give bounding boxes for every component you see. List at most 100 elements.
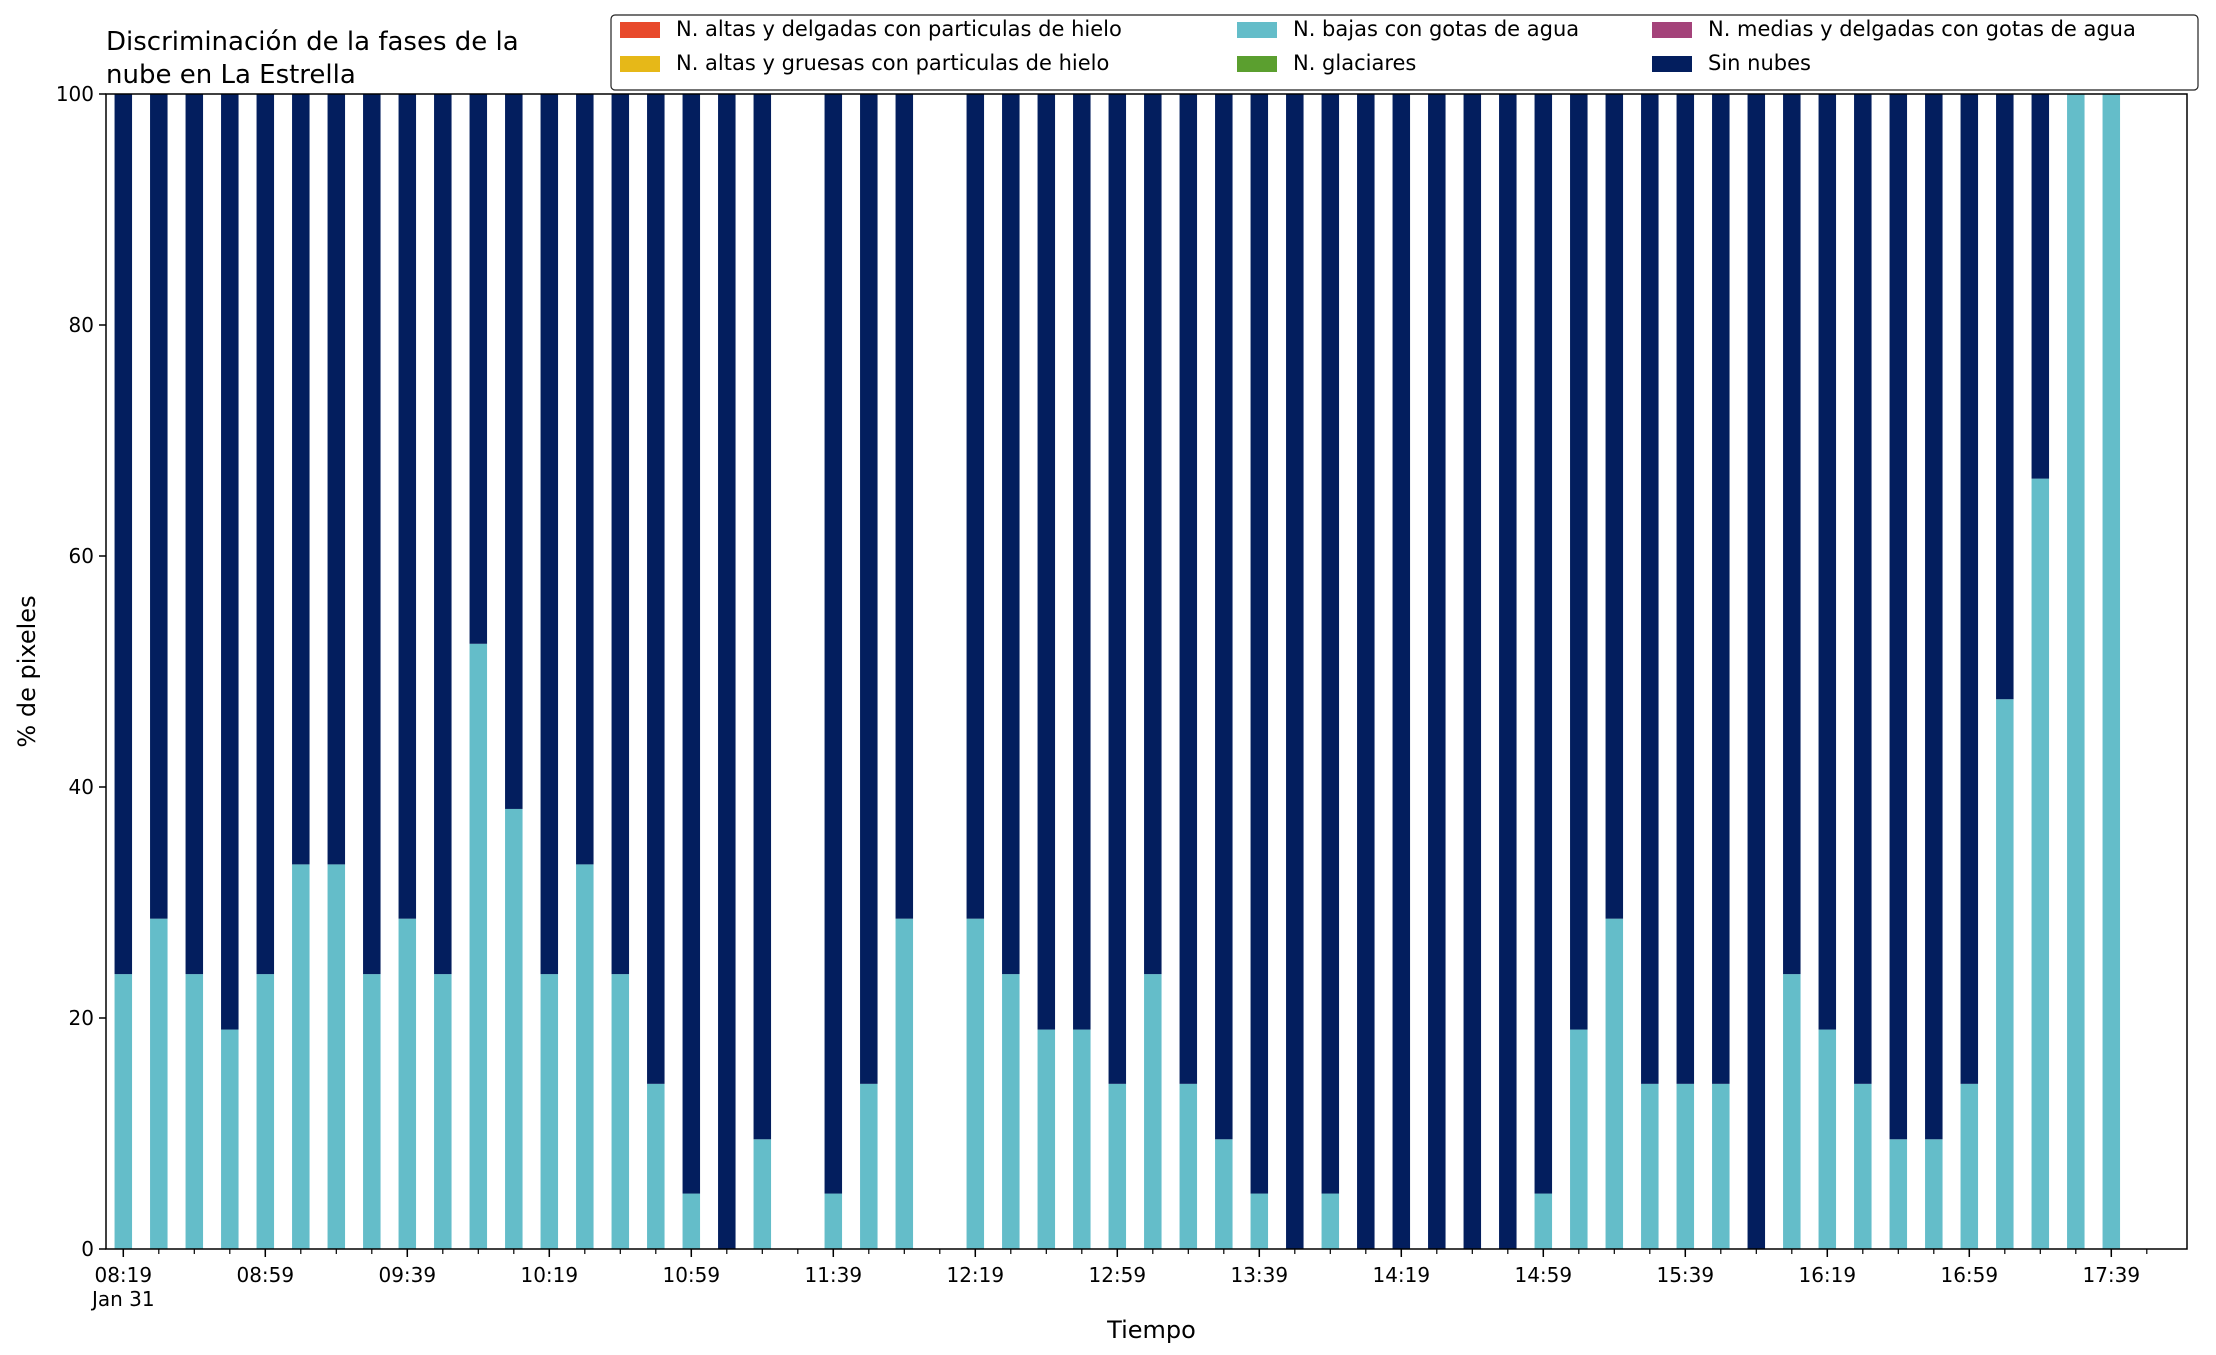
- bar-segment-28-series-5: [1108, 94, 1127, 1084]
- bar-segment-40-series-5: [1534, 94, 1553, 1194]
- x-tick-label-0: 08:19: [94, 1263, 152, 1287]
- bar-segment-5-series-5: [292, 94, 310, 865]
- legend-swatch-2: [1237, 22, 1277, 38]
- bar-segment-28-series-2: [1108, 1083, 1127, 1249]
- bar-segment-6-series-2: [327, 864, 346, 1249]
- bar-segment-43-series-2: [1641, 1083, 1659, 1249]
- bar-segment-24-series-2: [966, 918, 985, 1249]
- bars-layer: [114, 94, 2121, 1249]
- bar-segment-30-series-2: [1179, 1083, 1198, 1249]
- bar-segment-9-series-5: [434, 94, 452, 975]
- bar-segment-13-series-5: [576, 94, 594, 865]
- bar-segment-10-series-2: [469, 643, 488, 1249]
- bar-segment-24-series-5: [966, 94, 985, 919]
- bar-segment-17-series-5: [718, 94, 736, 1249]
- bar-segment-5-series-2: [292, 864, 310, 1249]
- bar-segment-22-series-5: [895, 94, 914, 919]
- bar-segment-48-series-5: [1818, 94, 1837, 1030]
- bar-segment-41-series-5: [1570, 94, 1588, 1030]
- legend-swatch-3: [1237, 56, 1277, 72]
- bar-segment-26-series-2: [1037, 1029, 1056, 1249]
- bar-segment-51-series-2: [1925, 1139, 1943, 1249]
- bar-segment-29-series-5: [1144, 94, 1162, 975]
- x-tick-label-48: 16:19: [1798, 1263, 1856, 1287]
- legend: N. altas y delgadas con particulas de hi…: [610, 14, 2199, 91]
- x-tick-label-52: 16:59: [1940, 1263, 1998, 1287]
- bar-segment-11-series-5: [505, 94, 523, 809]
- bar-segment-1-series-2: [150, 918, 168, 1249]
- legend-label-3: N. glaciares: [1293, 51, 1416, 75]
- legend-box: [610, 14, 2199, 91]
- bar-segment-18-series-5: [753, 94, 772, 1140]
- bar-segment-6-series-5: [327, 94, 346, 865]
- bar-segment-52-series-5: [1960, 94, 1979, 1084]
- legend-label-5: Sin nubes: [1708, 51, 1811, 75]
- bar-segment-26-series-5: [1037, 94, 1056, 1030]
- bar-segment-31-series-2: [1215, 1139, 1233, 1249]
- bar-segment-41-series-2: [1570, 1029, 1588, 1249]
- bar-segment-30-series-5: [1179, 94, 1198, 1084]
- x-tick-label-32: 13:39: [1230, 1263, 1288, 1287]
- legend-swatch-1: [620, 56, 660, 72]
- bar-segment-40-series-2: [1534, 1193, 1553, 1249]
- bar-segment-2-series-2: [185, 974, 204, 1249]
- bar-segment-0-series-5: [114, 94, 133, 975]
- bar-segment-4-series-5: [256, 94, 275, 975]
- bar-segment-37-series-5: [1428, 94, 1446, 1249]
- bar-segment-3-series-2: [221, 1029, 239, 1249]
- y-tick-label-0: 0: [81, 1237, 94, 1261]
- bar-segment-47-series-5: [1783, 94, 1801, 975]
- bar-segment-33-series-5: [1286, 94, 1304, 1249]
- bar-segment-49-series-5: [1854, 94, 1872, 1084]
- x-tick-label-20: 11:39: [804, 1263, 862, 1287]
- bar-segment-42-series-5: [1605, 94, 1624, 919]
- x-tick-label-12: 10:19: [520, 1263, 578, 1287]
- x-tick-label-44: 15:39: [1656, 1263, 1714, 1287]
- chart-title-line-2: nube en La Estrella: [106, 60, 356, 90]
- bar-segment-20-series-5: [824, 94, 843, 1194]
- bar-segment-9-series-2: [434, 974, 452, 1249]
- bar-segment-22-series-2: [895, 918, 914, 1249]
- x-tick-label-24: 12:19: [946, 1263, 1004, 1287]
- bar-segment-49-series-2: [1854, 1083, 1872, 1249]
- legend-swatch-0: [620, 22, 660, 38]
- bar-segment-50-series-2: [1889, 1139, 1908, 1249]
- bar-segment-16-series-2: [682, 1193, 701, 1249]
- bar-segment-20-series-2: [824, 1193, 843, 1249]
- bar-segment-53-series-5: [1996, 94, 2014, 700]
- x-tick-label-56: 17:39: [2082, 1263, 2140, 1287]
- bar-segment-16-series-5: [682, 94, 701, 1194]
- bar-segment-27-series-5: [1073, 94, 1091, 1030]
- x-tick-label-4: 08:59: [236, 1263, 294, 1287]
- bar-segment-14-series-5: [611, 94, 630, 975]
- bar-segment-36-series-5: [1392, 94, 1411, 1249]
- bar-segment-42-series-2: [1605, 918, 1624, 1249]
- bar-segment-34-series-5: [1321, 94, 1340, 1194]
- chart-title: Discriminación de la fases de la nube en…: [106, 27, 527, 90]
- bar-segment-43-series-5: [1641, 94, 1659, 1084]
- x-tick-sublabel-0: Jan 31: [90, 1287, 155, 1311]
- bar-segment-32-series-2: [1250, 1193, 1269, 1249]
- bar-segment-34-series-2: [1321, 1193, 1340, 1249]
- y-tick-label-100: 100: [56, 82, 94, 106]
- bar-segment-1-series-5: [150, 94, 168, 919]
- bar-segment-46-series-5: [1747, 94, 1766, 1249]
- bar-segment-14-series-2: [611, 974, 630, 1249]
- legend-swatch-5: [1652, 56, 1692, 72]
- bar-segment-2-series-5: [185, 94, 204, 975]
- bar-segment-53-series-2: [1996, 699, 2014, 1249]
- bar-segment-25-series-5: [1002, 94, 1020, 975]
- bar-segment-15-series-5: [647, 94, 665, 1084]
- bar-segment-45-series-2: [1712, 1083, 1730, 1249]
- bar-segment-38-series-5: [1463, 94, 1482, 1249]
- bar-segment-50-series-5: [1889, 94, 1908, 1140]
- bar-segment-4-series-2: [256, 974, 275, 1249]
- bar-segment-8-series-5: [398, 94, 417, 919]
- bar-segment-18-series-2: [753, 1139, 772, 1249]
- bar-segment-39-series-5: [1499, 94, 1517, 1249]
- bar-segment-12-series-5: [540, 94, 559, 975]
- bar-segment-11-series-2: [505, 808, 523, 1249]
- bar-segment-29-series-2: [1144, 974, 1162, 1249]
- y-axis: 0 20 40 60 80 100: [56, 82, 106, 1261]
- bar-segment-21-series-2: [860, 1083, 878, 1249]
